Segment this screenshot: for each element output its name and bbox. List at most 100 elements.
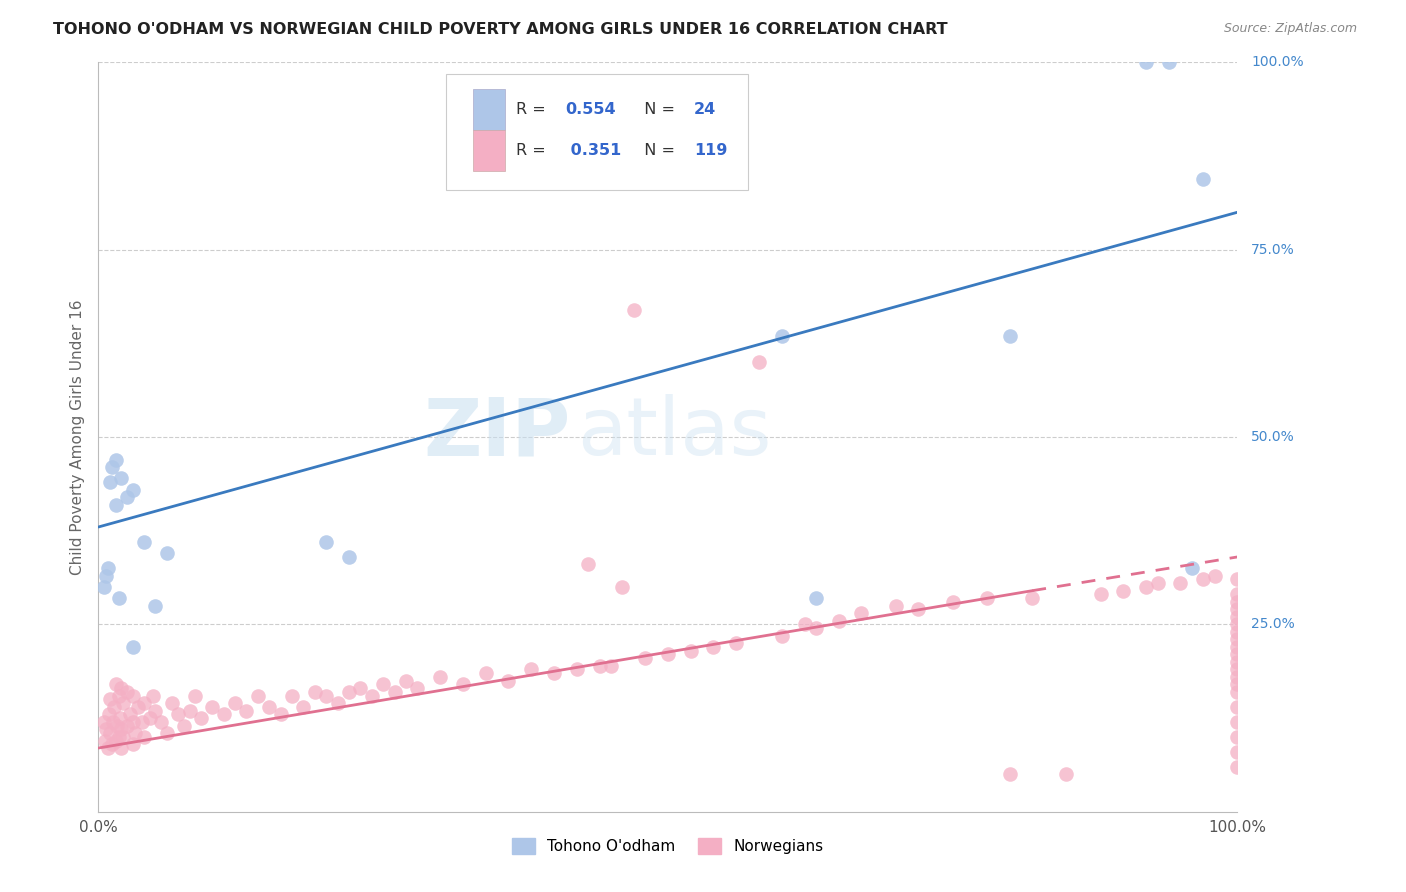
Point [384,685,406,699]
Text: 25.0%: 25.0% [1251,617,1295,632]
Point [184,689,207,703]
Y-axis label: Child Poverty Among Girls Under 16: Child Poverty Among Girls Under 16 [69,300,84,574]
Point [576,558,599,572]
Point [1146,576,1168,591]
Text: R =: R = [516,103,551,117]
Point [103,699,125,714]
Point [1181,561,1204,575]
Point [162,696,184,710]
Point [1226,655,1249,669]
Point [1226,595,1249,609]
Text: R =: R = [516,144,551,159]
Point [259,699,281,714]
Point [105,718,128,732]
Point [115,490,138,504]
Point [104,733,127,747]
Point [121,714,143,729]
Point [120,707,142,722]
Point [110,723,132,737]
Point [121,640,143,654]
Point [156,546,179,560]
Point [623,302,645,317]
Point [115,685,138,699]
Point [1226,714,1249,729]
Point [451,677,474,691]
Point [190,711,212,725]
Point [406,681,429,695]
Point [96,741,118,756]
Text: 24: 24 [695,103,716,117]
Point [132,730,155,744]
Point [543,666,565,681]
Point [156,726,179,740]
Text: 100.0%: 100.0% [1251,55,1303,70]
Point [1226,760,1249,774]
Point [1135,55,1157,70]
Point [103,714,125,729]
Text: N =: N = [634,103,681,117]
Point [138,711,160,725]
Text: TOHONO O'ODHAM VS NORWEGIAN CHILD POVERTY AMONG GIRLS UNDER 16 CORRELATION CHART: TOHONO O'ODHAM VS NORWEGIAN CHILD POVERT… [53,22,948,37]
Text: N =: N = [634,144,681,159]
Point [115,718,138,732]
Point [93,714,115,729]
Point [337,549,360,564]
Point [112,730,135,744]
Point [998,767,1021,781]
Point [94,733,117,747]
Point [104,498,127,512]
Point [1226,745,1249,759]
Point [224,696,246,710]
Point [1192,573,1215,587]
Point [828,614,851,628]
Text: 0.554: 0.554 [565,103,616,117]
Point [998,329,1021,343]
Point [1226,670,1249,684]
Point [1021,591,1043,606]
Point [235,704,257,718]
Point [1226,699,1249,714]
Point [1226,648,1249,662]
Text: ZIP: ZIP [423,394,571,473]
Point [429,670,451,684]
Point [1226,632,1249,647]
Point [851,606,873,620]
Point [337,685,360,699]
Point [1204,568,1226,582]
Point [108,689,131,703]
Point [132,535,155,549]
Point [360,689,382,703]
Point [976,591,998,606]
FancyBboxPatch shape [446,74,748,190]
Point [1226,617,1249,632]
Point [98,475,121,489]
Point [1170,576,1192,591]
Point [96,561,118,575]
Point [1226,587,1249,601]
Point [1226,730,1249,744]
Point [588,658,610,673]
Point [104,452,127,467]
Point [121,483,143,497]
Point [121,737,143,751]
Point [498,673,520,688]
Point [612,580,634,594]
Point [1226,573,1249,587]
Point [150,714,173,729]
Point [770,629,793,643]
Point [315,535,337,549]
Point [1157,55,1180,70]
Point [101,460,124,475]
Point [1226,602,1249,616]
Point [804,621,827,635]
Text: Source: ZipAtlas.com: Source: ZipAtlas.com [1223,22,1357,36]
Point [884,599,907,613]
Point [145,704,167,718]
Point [108,730,131,744]
Point [167,707,190,722]
Text: 50.0%: 50.0% [1251,430,1295,444]
Point [395,673,418,688]
Point [600,658,623,673]
Legend: Tohono O'odham, Norwegians: Tohono O'odham, Norwegians [506,832,830,860]
Point [1226,662,1249,676]
